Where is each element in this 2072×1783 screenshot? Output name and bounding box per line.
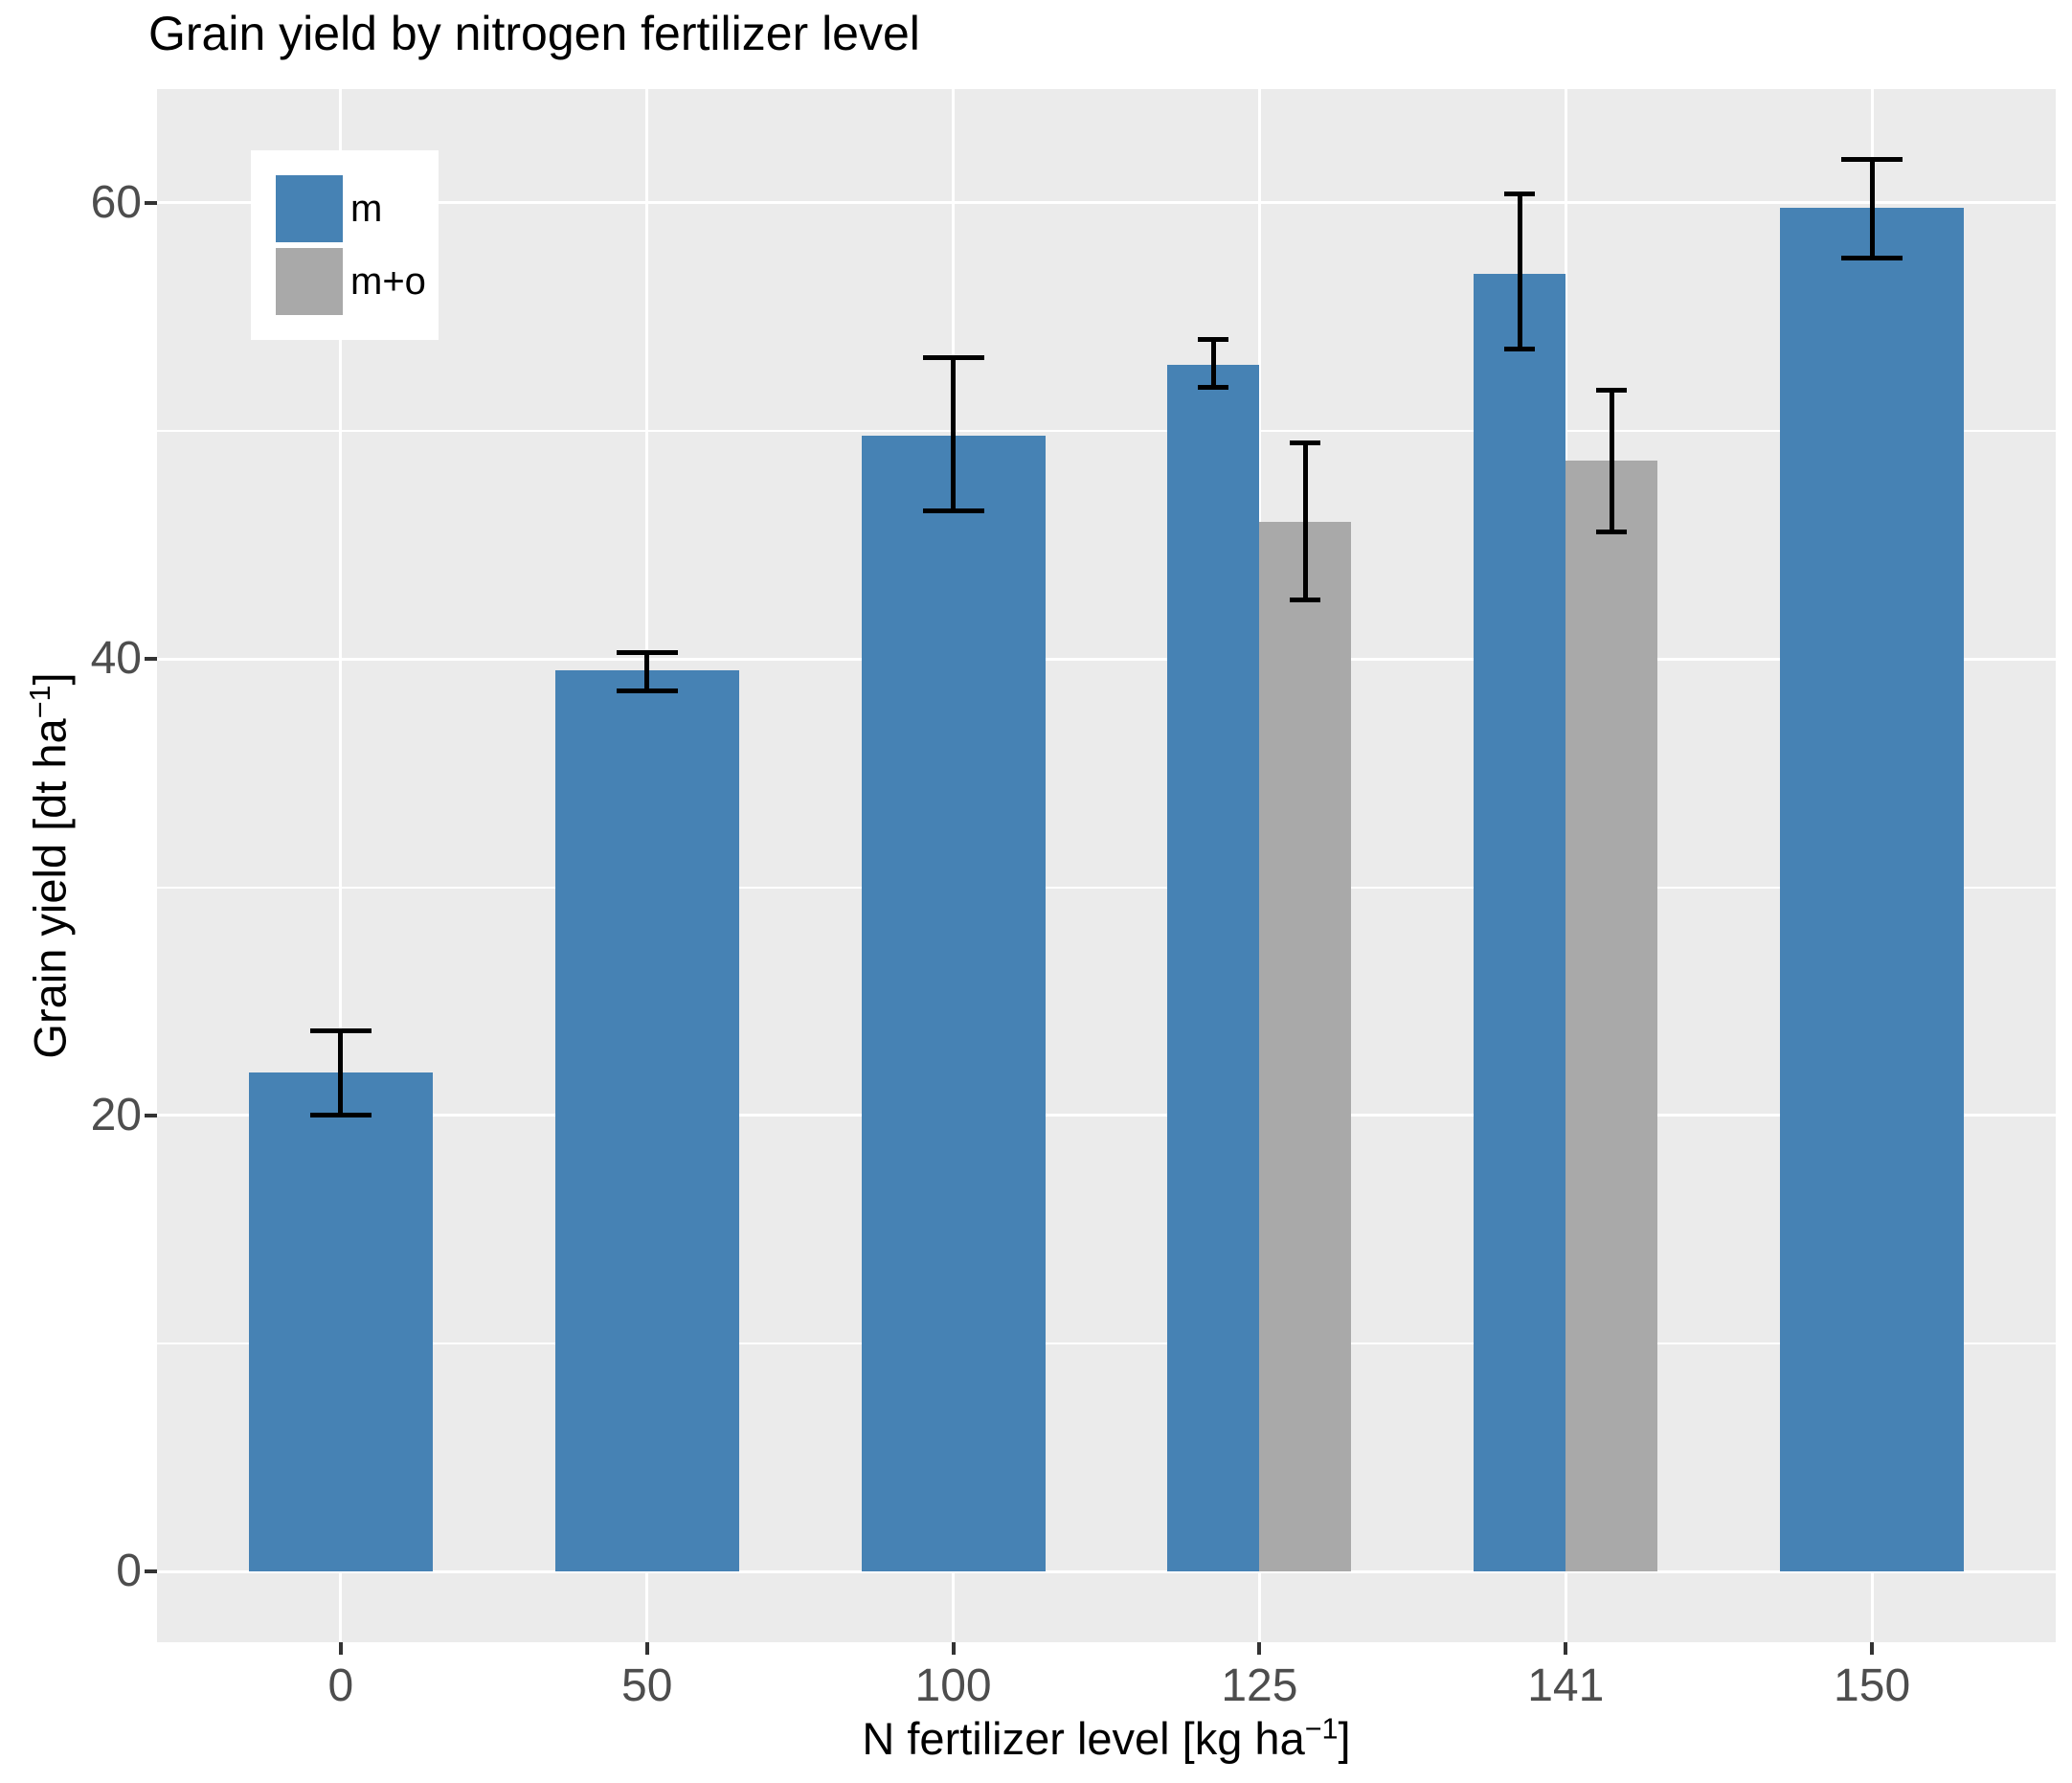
errorbar-m-x50-line <box>644 652 650 691</box>
y-axis-title-suffix: ] <box>24 672 76 686</box>
errorbar-m-x125-cap-bottom <box>1198 385 1229 391</box>
errorbar-m-x141-line <box>1517 193 1522 350</box>
legend-key-m-plus-o <box>276 248 343 315</box>
errorbar-m-x141-cap-top <box>1504 191 1536 196</box>
errorbar-m+o-x141-cap-top <box>1596 387 1628 393</box>
x-axis-title-suffix: ] <box>1338 1713 1351 1764</box>
gridline-minor-horizontal <box>157 430 2056 433</box>
errorbar-m-x150-line <box>1869 159 1875 259</box>
x-axis-title: N fertilizer level [kg ha−1] <box>157 1712 2056 1765</box>
y-axis-tick-mark <box>145 1113 157 1117</box>
x-axis-tick-mark <box>1564 1642 1568 1655</box>
errorbar-m-x100-cap-top <box>922 355 984 361</box>
gridline-major-horizontal <box>157 657 2056 661</box>
errorbar-m-x125-line <box>1210 339 1216 388</box>
gridline-major-horizontal <box>157 1569 2056 1573</box>
x-axis-tick-mark <box>644 1642 649 1655</box>
bar-m-x100 <box>861 435 1046 1572</box>
y-axis-tick-label: 20 <box>90 1089 142 1140</box>
errorbar-m+o-x141-cap-bottom <box>1596 529 1628 534</box>
errorbar-m-x125-cap-top <box>1198 337 1229 343</box>
errorbar-m-x150-cap-top <box>1841 157 1903 163</box>
gridline-major-horizontal <box>157 201 2056 205</box>
x-axis-tick-label: 125 <box>1221 1660 1298 1711</box>
errorbar-m-x100-cap-bottom <box>922 508 984 514</box>
bar-m-x125 <box>1167 365 1260 1572</box>
y-axis-title-superscript: −1 <box>23 685 56 719</box>
y-axis-tick-mark <box>145 657 157 662</box>
x-axis-title-text: N fertilizer level [kg ha <box>862 1713 1305 1764</box>
legend-box: m m+o <box>251 150 439 340</box>
x-axis-tick-mark <box>1870 1642 1875 1655</box>
y-axis-tick-mark <box>145 200 157 205</box>
y-axis-tick-label: 0 <box>116 1546 142 1597</box>
errorbar-m-x100-line <box>951 357 957 511</box>
errorbar-m+o-x125-line <box>1302 442 1308 600</box>
errorbar-m-x141-cap-bottom <box>1504 346 1536 351</box>
x-axis-tick-label: 50 <box>621 1660 673 1711</box>
bar-m-x141 <box>1474 273 1566 1572</box>
x-axis-tick-label: 100 <box>914 1660 992 1711</box>
x-axis-tick-label: 0 <box>327 1660 354 1711</box>
bar-m+o-x125 <box>1259 522 1352 1572</box>
errorbar-m+o-x141-line <box>1609 390 1614 531</box>
y-axis-title-text: Grain yield [dt ha <box>24 718 76 1059</box>
errorbar-m+o-x125-cap-bottom <box>1290 597 1321 602</box>
errorbar-m-x0-line <box>338 1030 344 1116</box>
errorbar-m-x50-cap-top <box>616 649 678 655</box>
gridline-minor-horizontal <box>157 1343 2056 1345</box>
gridline-minor-horizontal <box>157 886 2056 889</box>
x-axis-tick-mark <box>338 1642 343 1655</box>
x-axis-tick-label: 141 <box>1527 1660 1605 1711</box>
x-axis-title-superscript: −1 <box>1304 1712 1339 1746</box>
x-axis-tick-mark <box>951 1642 956 1655</box>
chart-title: Grain yield by nitrogen fertilizer level <box>148 7 920 60</box>
errorbar-m-x0-cap-bottom <box>309 1113 372 1118</box>
errorbar-m-x0-cap-top <box>309 1028 372 1034</box>
y-axis-tick-label: 40 <box>90 633 142 685</box>
y-axis-tick-mark <box>145 1569 157 1574</box>
legend-label-m-plus-o: m+o <box>350 260 426 303</box>
plot-panel <box>157 89 2056 1642</box>
bar-m+o-x141 <box>1565 461 1658 1572</box>
x-axis-tick-mark <box>1257 1642 1262 1655</box>
legend-key-m <box>276 175 343 242</box>
errorbar-m+o-x125-cap-top <box>1290 440 1321 445</box>
x-axis-tick-label: 150 <box>1834 1660 1911 1711</box>
bar-m-x0 <box>248 1072 433 1572</box>
errorbar-m-x150-cap-bottom <box>1841 255 1903 260</box>
gridline-major-vertical <box>339 89 343 1642</box>
gridline-major-horizontal <box>157 1114 2056 1117</box>
y-axis-tick-label: 60 <box>90 176 142 228</box>
legend-label-m: m <box>350 188 383 230</box>
bar-m-x150 <box>1780 207 1965 1572</box>
errorbar-m-x50-cap-bottom <box>616 688 678 694</box>
bar-m-x50 <box>554 670 739 1572</box>
y-axis-title: Grain yield [dt ha−1] <box>24 672 77 1058</box>
